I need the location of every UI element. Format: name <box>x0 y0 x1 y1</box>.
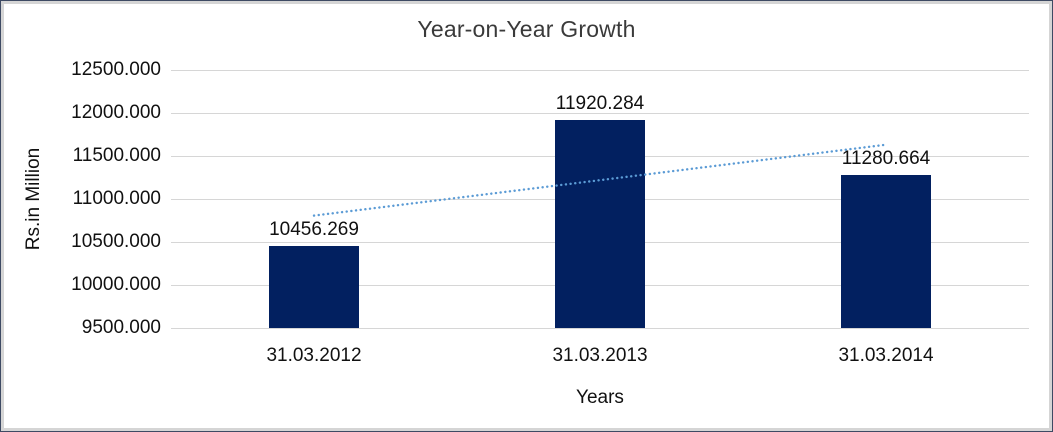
data-label: 11280.664 <box>841 147 931 169</box>
gridline <box>171 112 1029 114</box>
x-axis-title: Years <box>576 387 624 408</box>
data-label: 10456.269 <box>269 218 359 240</box>
gridline <box>171 327 1029 329</box>
y-tick-label: 11500.000 <box>72 145 161 166</box>
y-tick-label: 11000.000 <box>72 188 161 209</box>
y-tick-label: 10500.000 <box>71 231 161 252</box>
x-category-label: 31.03.2012 <box>266 345 362 366</box>
y-tick-label: 12000.000 <box>71 102 161 123</box>
x-category-label: 31.03.2014 <box>838 345 934 366</box>
y-tick-label: 10000.000 <box>71 274 161 295</box>
gridline <box>171 69 1029 71</box>
x-category-label: 31.03.2013 <box>552 345 648 366</box>
y-tick-label: 9500.000 <box>81 317 161 338</box>
chart-title: Year-on-Year Growth <box>417 16 636 42</box>
bar-31.03.2012 <box>269 245 359 328</box>
y-tick-label: 12500.000 <box>71 59 161 80</box>
bar-31.03.2013 <box>555 119 645 328</box>
bar-31.03.2014 <box>841 174 931 328</box>
data-label: 11920.284 <box>555 92 645 114</box>
